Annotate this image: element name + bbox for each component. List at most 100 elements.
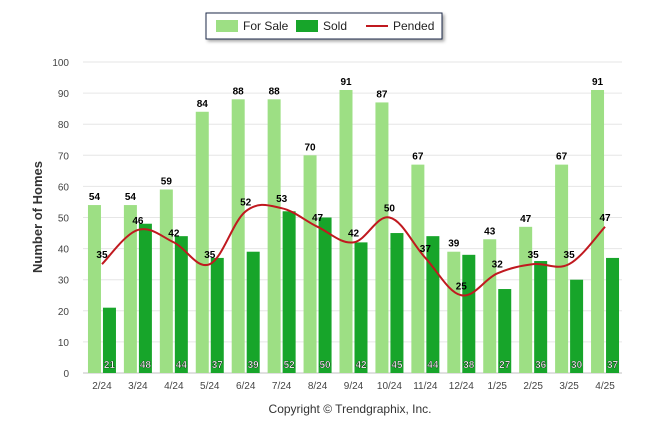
data-label-for-sale: 91	[592, 77, 604, 88]
x-tick-label: 1/25	[487, 381, 507, 392]
x-tick-label: 4/25	[595, 381, 615, 392]
data-label-for-sale: 43	[484, 226, 496, 237]
data-label-for-sale: 84	[197, 99, 209, 110]
y-tick-label: 50	[58, 214, 70, 225]
data-label-pended: 52	[240, 197, 252, 208]
data-label-sold: 50	[320, 360, 332, 371]
y-tick-label: 80	[58, 120, 70, 131]
data-label-for-sale: 47	[520, 214, 532, 225]
bar-sold	[102, 307, 116, 373]
x-tick-label: 11/24	[413, 381, 438, 392]
data-label-sold: 45	[391, 360, 403, 371]
legend-label: Sold	[323, 19, 347, 33]
pended-line-path	[101, 203, 606, 297]
legend-swatch	[216, 20, 238, 32]
data-label-pended: 53	[276, 194, 288, 205]
data-label-pended: 47	[599, 213, 611, 224]
data-label-for-sale: 54	[125, 192, 137, 203]
bar-sold	[210, 257, 224, 373]
bar-for-sale	[303, 155, 317, 373]
bar-for-sale	[591, 89, 605, 374]
bar-for-sale	[267, 99, 281, 373]
x-tick-label: 6/24	[236, 381, 256, 392]
y-axis-title: Number of Homes	[30, 161, 45, 273]
x-tick-label: 12/24	[449, 381, 474, 392]
data-label-pended: 35	[204, 250, 216, 261]
x-tick-label: 8/24	[308, 381, 328, 392]
y-tick-label: 20	[58, 307, 70, 318]
y-tick-label: 40	[58, 245, 70, 256]
data-label-pended: 35	[528, 250, 540, 261]
bar-for-sale	[159, 189, 173, 373]
bar-sold	[498, 289, 512, 373]
bar-sold	[390, 233, 404, 373]
x-tick-label: 7/24	[272, 381, 292, 392]
data-label-for-sale: 67	[412, 152, 424, 163]
data-label-sold: 38	[463, 360, 475, 371]
y-tick-label: 10	[58, 338, 70, 349]
data-label-pended: 46	[132, 216, 144, 227]
x-tick-label: 2/25	[523, 381, 543, 392]
x-tick-label: 4/24	[164, 381, 184, 392]
x-tick-label: 3/24	[128, 381, 148, 392]
bar-sold	[354, 242, 368, 373]
bar-for-sale	[411, 164, 425, 373]
data-label-for-sale: 39	[448, 239, 460, 250]
data-label-sold: 52	[284, 360, 296, 371]
pended-line	[101, 203, 606, 297]
bars	[87, 89, 620, 374]
data-label-sold: 37	[212, 360, 224, 371]
data-label-for-sale: 87	[376, 89, 388, 100]
x-tick-label: 5/24	[200, 381, 220, 392]
data-label-sold: 39	[248, 360, 260, 371]
bar-sold	[462, 254, 476, 373]
bar-sold	[174, 236, 188, 373]
bar-for-sale	[231, 99, 245, 373]
y-tick-label: 30	[58, 276, 70, 287]
legend-swatch	[296, 20, 318, 32]
data-label-pended: 42	[168, 228, 180, 239]
bar-for-sale	[123, 205, 137, 373]
data-label-for-sale: 70	[305, 142, 317, 153]
data-label-for-sale: 88	[233, 86, 245, 97]
data-label-sold: 42	[355, 360, 367, 371]
legend-label: For Sale	[243, 19, 289, 33]
data-label-sold: 44	[427, 360, 439, 371]
x-tick-label: 3/25	[559, 381, 579, 392]
data-label-for-sale: 88	[269, 86, 281, 97]
data-label-sold: 21	[104, 360, 116, 371]
legend-item[interactable]: Pended	[366, 19, 434, 33]
legend-item[interactable]: Sold	[296, 19, 347, 33]
data-label-sold: 48	[140, 360, 152, 371]
data-label-for-sale: 59	[161, 177, 173, 188]
legend-label: Pended	[393, 19, 434, 33]
y-tick-label: 70	[58, 151, 70, 162]
copyright-footer: Copyright © Trendgraphix, Inc.	[269, 402, 432, 416]
legend[interactable]: For Sale Sold Pended	[205, 12, 443, 40]
bar-for-sale	[375, 102, 389, 374]
x-tick-label: 10/24	[377, 381, 402, 392]
bar-for-sale	[519, 226, 533, 373]
x-tick-label: 2/24	[92, 381, 112, 392]
bar-for-sale	[483, 239, 497, 373]
x-tick-labels: 2/24 3/24 4/24 5/24 6/24 7/24 8/24 9/24 10/24 11/…	[92, 381, 615, 392]
bar-sold	[318, 217, 332, 373]
bar-for-sale	[87, 205, 101, 373]
bar-sold	[282, 211, 296, 373]
legend-item[interactable]: For Sale	[216, 19, 289, 33]
y-tick-label: 100	[52, 58, 69, 69]
data-label-pended: 35	[564, 250, 576, 261]
data-labels: 54 21 54 48 59 44 84 37 88 39 88 52 70 50 91 42 87 45 67 44…	[89, 77, 619, 371]
data-label-pended: 32	[492, 259, 504, 270]
bar-sold	[138, 223, 152, 373]
data-label-sold: 44	[176, 360, 188, 371]
y-tick-label: 90	[58, 89, 70, 100]
data-label-pended: 42	[348, 228, 360, 239]
y-tick-label: 60	[58, 182, 70, 193]
bar-sold	[246, 251, 260, 373]
bar-sold	[570, 279, 584, 373]
bar-for-sale	[339, 89, 353, 374]
y-tick-labels: 0 10 20 30 40 50 60 70 80 90 100	[52, 58, 69, 380]
